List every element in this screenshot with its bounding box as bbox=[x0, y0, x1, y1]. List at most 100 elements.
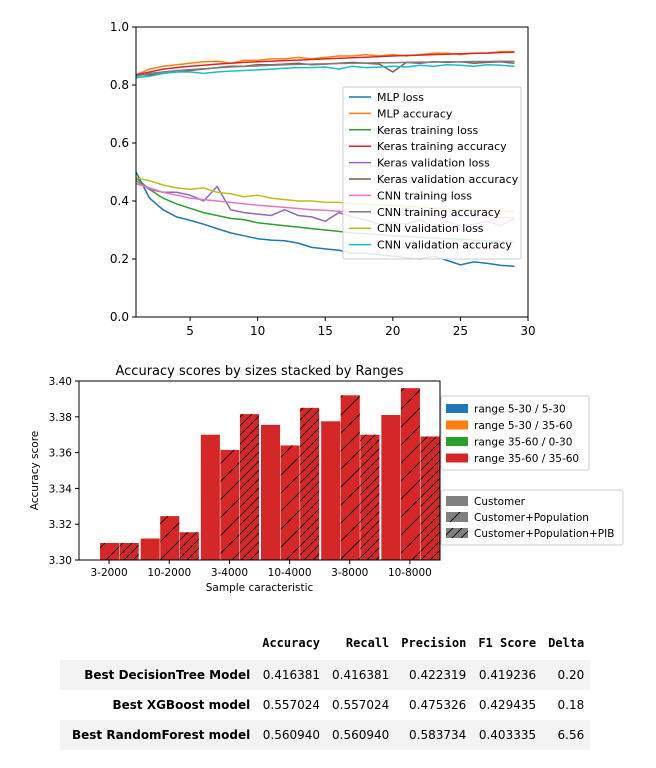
legend-swatch bbox=[446, 528, 468, 538]
column-header: Recall bbox=[345, 636, 390, 650]
legend-label: CNN validation loss bbox=[377, 222, 484, 235]
results-table: Accuracy Recall Precision F1 Score Delta… bbox=[60, 630, 591, 750]
bar-hatch bbox=[179, 532, 199, 560]
table-cell: 0.416381 bbox=[326, 660, 396, 690]
legend-label: MLP loss bbox=[377, 91, 424, 104]
plot-frame bbox=[135, 26, 529, 318]
legend-label: Keras training accuracy bbox=[377, 140, 507, 153]
chart-title: Accuracy scores by sizes stacked by Rang… bbox=[116, 364, 404, 379]
bar-hatch bbox=[300, 407, 320, 560]
legend-label: CNN training accuracy bbox=[377, 206, 501, 219]
table-cell: 0.416381 bbox=[256, 660, 327, 690]
y-tick-label: 0.8 bbox=[110, 78, 129, 92]
y-tick-label: 0.6 bbox=[110, 136, 129, 150]
table-cell: 6.56 bbox=[542, 720, 591, 750]
bar-hatch bbox=[360, 434, 380, 560]
series-line-0 bbox=[135, 171, 515, 268]
bar bbox=[420, 436, 440, 560]
y-tick-label: 1.0 bbox=[110, 20, 129, 34]
legend-box bbox=[342, 86, 522, 260]
y-tick-label: 3.30 bbox=[49, 555, 72, 567]
y-tick-label: 0.0 bbox=[110, 310, 129, 324]
table-cell: 0.557024 bbox=[332, 698, 390, 712]
bar bbox=[300, 407, 320, 560]
y-tick-label: 3.32 bbox=[49, 519, 72, 531]
y-tick-label: 3.36 bbox=[49, 448, 73, 460]
legend-label: Customer bbox=[474, 496, 526, 508]
x-tick-label: 10 bbox=[250, 324, 265, 338]
bar bbox=[321, 421, 341, 560]
legend-swatch bbox=[446, 496, 468, 506]
range-legend: range 5-30 / 5-30 range 5-30 / 35-60 range… bbox=[440, 395, 590, 471]
legend-swatch bbox=[446, 437, 468, 446]
x-tick-label: 15 bbox=[318, 324, 333, 338]
bar-hatch bbox=[239, 414, 259, 560]
table-row: Best XGBoost model 0.557024 0.557024 0.4… bbox=[60, 690, 590, 720]
legend-label: range 5-30 / 35-60 bbox=[474, 420, 572, 432]
x-tick-label: 10-2000 bbox=[147, 567, 191, 579]
x-tick-label: 3-2000 bbox=[90, 567, 127, 579]
legend-label: CNN training loss bbox=[377, 189, 472, 202]
y-tick-label: 0.4 bbox=[110, 194, 129, 208]
table-cell: 0.422319 bbox=[395, 660, 473, 690]
x-tick-label: 10-4000 bbox=[268, 567, 312, 579]
table-cell: 0.583734 bbox=[395, 720, 473, 750]
bar-hatch bbox=[119, 542, 139, 560]
table-cell: 0.560940 bbox=[256, 720, 327, 750]
table-header-row: Accuracy Recall Precision F1 Score Delta bbox=[60, 630, 590, 660]
plot-frame bbox=[78, 380, 441, 561]
column-header: F1 Score bbox=[478, 636, 537, 650]
bar bbox=[200, 434, 220, 560]
legend-box bbox=[440, 395, 590, 471]
legend-swatch bbox=[446, 453, 468, 463]
legend-label: CNN validation accuracy bbox=[377, 239, 512, 252]
x-tick-label: 3-4000 bbox=[211, 567, 248, 579]
legend-label: Customer+Population+PIB bbox=[474, 528, 614, 540]
bar bbox=[140, 538, 160, 560]
bar-hatch bbox=[340, 395, 360, 560]
table-row: Best DecisionTree Model 0.416381 0.41638… bbox=[60, 660, 591, 690]
x-tick-label: 30 bbox=[520, 324, 535, 338]
bar bbox=[340, 395, 360, 560]
bar bbox=[360, 434, 380, 560]
table-cell: 0.429435 bbox=[478, 698, 537, 712]
legend-label: range 5-30 / 5-30 bbox=[474, 404, 566, 416]
x-tick-label: 5 bbox=[186, 324, 194, 338]
y-axis-label: Accuracy score bbox=[29, 431, 41, 511]
legend-label: MLP accuracy bbox=[377, 107, 453, 120]
y-tick-label: 3.34 bbox=[49, 483, 73, 495]
legend-label: Customer+Population bbox=[474, 512, 589, 524]
bar-hatch bbox=[280, 445, 300, 560]
legend-swatch bbox=[446, 512, 468, 522]
bar-hatch bbox=[400, 388, 420, 560]
bar bbox=[261, 424, 281, 560]
table-corner-header bbox=[60, 630, 256, 660]
series-line-3 bbox=[135, 51, 515, 76]
series-line-9 bbox=[135, 63, 515, 79]
legend-label: range 35-60 / 0-30 bbox=[474, 437, 572, 449]
legend-label: Keras training loss bbox=[377, 124, 479, 137]
y-tick-label: 3.38 bbox=[49, 412, 72, 424]
table-cell: 0.560940 bbox=[326, 720, 396, 750]
x-tick-label: 3-8000 bbox=[331, 567, 368, 579]
row-label: Best XGBoost model bbox=[112, 698, 251, 712]
column-header: Delta bbox=[548, 636, 585, 650]
bar bbox=[280, 445, 300, 560]
legend-label: Keras validation loss bbox=[377, 157, 490, 170]
legend-box bbox=[440, 489, 624, 546]
legend-swatch bbox=[446, 404, 468, 413]
y-tick-label: 3.40 bbox=[49, 376, 72, 388]
column-header: Precision bbox=[401, 636, 467, 650]
x-axis-label: Sample caracteristic bbox=[206, 582, 314, 594]
bar bbox=[160, 516, 180, 560]
bar bbox=[381, 415, 401, 560]
bar bbox=[179, 532, 199, 560]
series-line-7 bbox=[135, 60, 515, 78]
bar bbox=[239, 414, 259, 560]
x-tick-label: 10-8000 bbox=[388, 567, 432, 579]
table-cell: 0.475326 bbox=[409, 698, 467, 712]
bar bbox=[220, 449, 240, 560]
legend-label: range 35-60 / 35-60 bbox=[474, 453, 579, 465]
legend-swatch bbox=[446, 420, 468, 430]
column-header: Accuracy bbox=[262, 636, 321, 650]
